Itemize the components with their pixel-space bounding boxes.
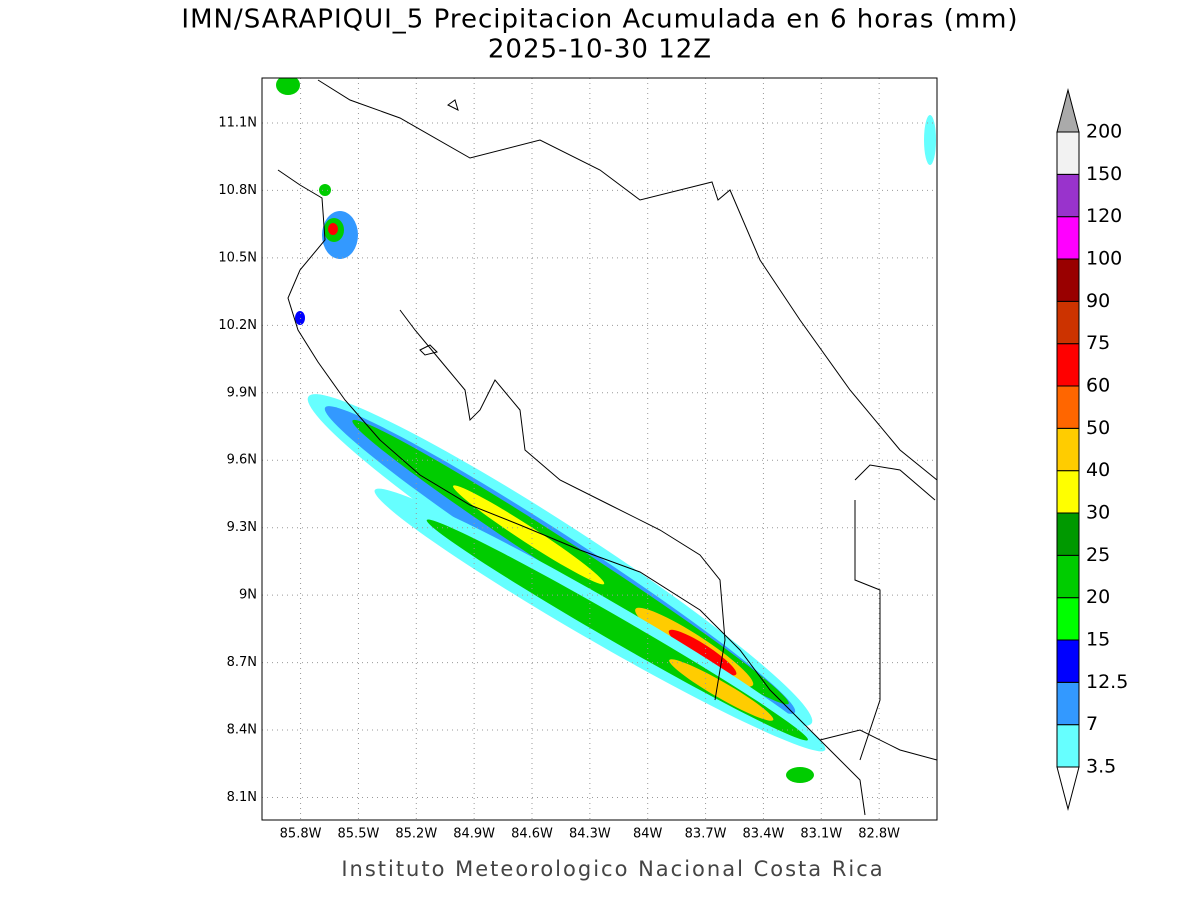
colorbar-label: 75 bbox=[1086, 332, 1110, 354]
colorbar-box bbox=[1056, 258, 1080, 302]
colorbar-label: 12.5 bbox=[1086, 671, 1128, 693]
colorbar-box bbox=[1056, 300, 1080, 345]
x-tick-label: 84.3W bbox=[569, 827, 611, 842]
coastlines bbox=[277, 79, 937, 816]
x-tick-label: 85.2W bbox=[395, 827, 437, 842]
subtitle: 2025-10-30 12Z bbox=[488, 35, 712, 65]
precip-area bbox=[328, 223, 338, 235]
x-tick-label: 83.4W bbox=[743, 827, 785, 842]
colorbar-box bbox=[1056, 724, 1080, 768]
colorbar: 3.5 7 12.5 15 20 25 30 40 50 60 75 90 100 120 150 200 bbox=[1056, 88, 1128, 811]
y-tick-label: 8.1N bbox=[227, 790, 257, 805]
colorbar-box bbox=[1056, 639, 1080, 683]
precipitation bbox=[276, 78, 936, 783]
colorbar-box bbox=[1056, 512, 1080, 556]
colorbar-label: 7 bbox=[1086, 713, 1098, 735]
precip-area bbox=[668, 629, 737, 676]
colorbar-box bbox=[1056, 216, 1080, 260]
precip-area bbox=[669, 659, 774, 721]
colorbar-label: 100 bbox=[1086, 248, 1122, 270]
precip-band bbox=[374, 488, 826, 752]
colorbar-box bbox=[1056, 427, 1080, 472]
y-tick-label: 11.1N bbox=[218, 115, 257, 130]
colorbar-label: 120 bbox=[1086, 205, 1122, 227]
colorbar-label: 15 bbox=[1086, 629, 1110, 651]
footer: Instituto Meteorologico Nacional Costa R… bbox=[341, 857, 884, 881]
precip-area bbox=[319, 184, 331, 196]
precip-area bbox=[924, 115, 936, 165]
colorbar-label: 60 bbox=[1086, 375, 1110, 397]
precip-area bbox=[453, 485, 605, 585]
colorbar-box bbox=[1056, 343, 1080, 387]
y-tick-label: 9N bbox=[239, 588, 257, 603]
y-tick-label: 8.4N bbox=[227, 723, 257, 738]
colorbar-box bbox=[1056, 681, 1080, 726]
colorbar-label: 40 bbox=[1086, 459, 1110, 481]
colorbar-label: 150 bbox=[1086, 163, 1122, 185]
x-tick-label: 84W bbox=[633, 827, 663, 842]
x-tick-label: 83.7W bbox=[685, 827, 727, 842]
colorbar-over bbox=[1056, 88, 1080, 133]
y-tick-label: 10.8N bbox=[218, 183, 257, 198]
coastline bbox=[819, 464, 937, 761]
colorbar-label: 200 bbox=[1086, 121, 1122, 143]
colorbar-under bbox=[1056, 766, 1080, 811]
colorbar-label: 3.5 bbox=[1086, 756, 1116, 778]
colorbar-box bbox=[1056, 173, 1080, 218]
coastline bbox=[399, 309, 726, 701]
colorbar-box bbox=[1056, 597, 1080, 641]
map-frame bbox=[261, 77, 938, 821]
precip-area bbox=[295, 311, 305, 325]
colorbar-label: 25 bbox=[1086, 544, 1110, 566]
precip-area bbox=[276, 78, 300, 95]
colorbar-box bbox=[1056, 470, 1080, 514]
colorbar-label: 50 bbox=[1086, 417, 1110, 439]
y-tick-label: 9.3N bbox=[227, 520, 257, 535]
title: IMN/SARAPIQUI_5 Precipitacion Acumulada … bbox=[181, 5, 1018, 35]
coastline bbox=[419, 99, 459, 356]
y-tick-label: 10.2N bbox=[218, 318, 257, 333]
coastline bbox=[317, 79, 937, 481]
precip-area bbox=[786, 767, 814, 783]
x-tick-label: 85.8W bbox=[280, 827, 322, 842]
x-tick-label: 82.8W bbox=[858, 827, 900, 842]
colorbar-label: 90 bbox=[1086, 290, 1110, 312]
colorbar-box bbox=[1056, 385, 1080, 429]
x-tick-label: 85.5W bbox=[338, 827, 380, 842]
coastline bbox=[277, 169, 866, 816]
map bbox=[261, 77, 938, 821]
y-tick-label: 9.9N bbox=[227, 385, 257, 400]
precip-band bbox=[307, 394, 813, 726]
y-tick-label: 10.5N bbox=[218, 250, 257, 265]
x-tick-label: 83.1W bbox=[800, 827, 842, 842]
y-tick-label: 8.7N bbox=[227, 655, 257, 670]
x-tick-label: 84.9W bbox=[453, 827, 495, 842]
colorbar-label: 20 bbox=[1086, 586, 1110, 608]
colorbar-box bbox=[1056, 131, 1080, 175]
colorbar-label: 30 bbox=[1086, 502, 1110, 524]
y-tick-label: 9.6N bbox=[227, 453, 257, 468]
x-tick-label: 84.6W bbox=[511, 827, 553, 842]
colorbar-box bbox=[1056, 554, 1080, 599]
grid bbox=[262, 78, 937, 820]
